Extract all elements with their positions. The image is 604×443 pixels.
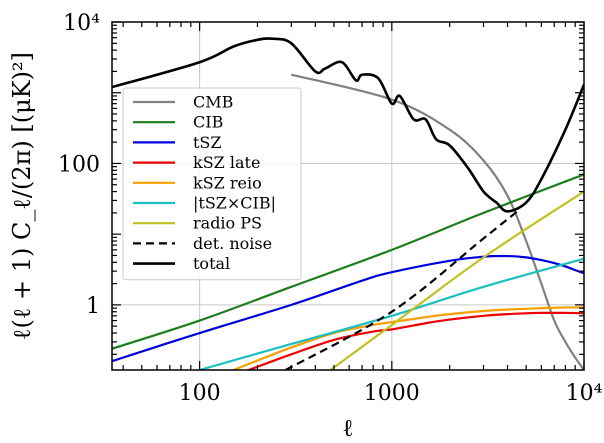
legend-box [122,87,302,281]
x-tick-label: 10⁴ [566,381,603,406]
series-line [248,311,584,370]
legend-label: radio PS [193,214,262,233]
legend-label: kSZ late [193,153,260,172]
legend-label: CMB [193,93,233,112]
series-line [291,73,584,370]
ticks: 100 1000 10⁴ 1 100 10⁴ [58,11,603,406]
series-line [199,257,584,370]
series-line [329,190,584,370]
series-line [112,37,584,213]
y-tick-label: 100 [58,152,100,177]
series-line [285,210,519,370]
plot-frame [111,21,585,371]
legend-label: kSZ reio [193,173,262,192]
series-line [233,306,584,370]
x-axis-label: ℓ [342,414,354,442]
x-tick-label: 1000 [364,381,420,406]
legend-label: total [193,254,230,273]
y-tick-label: 10⁴ [63,11,100,36]
legend-label: tSZ [193,133,222,152]
legend-label: |tSZ×CIB| [193,194,276,213]
y-tick-label: 1 [86,294,100,319]
legend-label: det. noise [193,234,272,253]
series-layer [112,37,584,370]
y-axis-label: ℓ(ℓ + 1) C_ℓ/(2π) [(μK)²] [8,52,36,340]
x-tick-label: 100 [179,381,221,406]
legend-label: CIB [193,113,223,132]
series-line [112,254,584,363]
